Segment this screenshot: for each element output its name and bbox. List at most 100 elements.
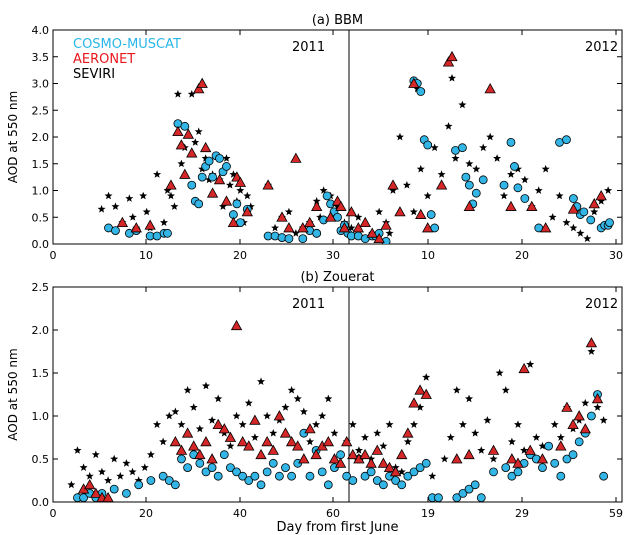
seviri-point bbox=[458, 420, 467, 428]
seviri-point bbox=[354, 213, 363, 221]
seviri-point bbox=[576, 229, 585, 237]
aeronet-point bbox=[402, 427, 414, 438]
model-point bbox=[262, 467, 272, 477]
seviri-point bbox=[532, 433, 541, 441]
model-point bbox=[426, 210, 436, 219]
aeronet-point bbox=[377, 457, 390, 468]
model-point bbox=[562, 454, 572, 464]
aeronet-point bbox=[573, 410, 585, 421]
model-point bbox=[415, 463, 425, 473]
aeronet-point bbox=[408, 397, 420, 408]
aeronet-point bbox=[304, 216, 316, 228]
panel-2: (b) Zouerat AOD at 550 nm 0.0 0.5 1.0 1.5 2.0 2… bbox=[6, 270, 623, 520]
seviri-point bbox=[160, 218, 168, 226]
seviri-point bbox=[125, 194, 134, 202]
model-point bbox=[501, 463, 511, 473]
seviri-point bbox=[165, 411, 174, 420]
x-tick-label: 20 bbox=[515, 249, 529, 262]
markers bbox=[67, 319, 609, 502]
seviri-point bbox=[396, 132, 404, 141]
aeronet-point bbox=[415, 208, 427, 219]
model-point bbox=[177, 454, 186, 464]
model-point bbox=[452, 493, 462, 502]
seviri-point bbox=[229, 170, 238, 178]
model-point bbox=[470, 480, 480, 490]
aeronet-point bbox=[359, 216, 371, 228]
model-point bbox=[568, 450, 578, 460]
aeronet-point bbox=[324, 211, 337, 222]
aeronet-point bbox=[340, 435, 353, 447]
seviri-point bbox=[333, 202, 342, 210]
aeronet-point bbox=[283, 222, 295, 233]
seviri-point bbox=[471, 429, 480, 437]
aeronet-point bbox=[585, 337, 598, 348]
seviri-point bbox=[526, 360, 535, 368]
model-point bbox=[222, 162, 231, 171]
x-tick-label: 10 bbox=[421, 249, 435, 262]
model-point bbox=[312, 228, 322, 238]
seviri-point bbox=[583, 234, 592, 242]
seviri-point bbox=[319, 186, 328, 194]
model-point bbox=[284, 234, 294, 244]
aeronet-point bbox=[175, 444, 188, 455]
aeronet-point bbox=[442, 56, 455, 67]
seviri-point bbox=[597, 197, 606, 205]
model-point bbox=[372, 476, 382, 485]
seviri-point bbox=[250, 433, 259, 441]
aeronet-point bbox=[188, 440, 200, 451]
aeronet-point bbox=[206, 453, 218, 464]
seviri-point bbox=[402, 181, 411, 189]
aeronet-point bbox=[199, 141, 212, 153]
seviri-point bbox=[142, 207, 151, 216]
seviri-point bbox=[446, 433, 455, 441]
model-point bbox=[298, 234, 308, 244]
y-tick-label: 1.5 bbox=[32, 158, 50, 171]
model-point bbox=[164, 476, 174, 485]
model-point bbox=[360, 471, 370, 481]
model-point bbox=[397, 480, 407, 490]
aeronet-point bbox=[506, 453, 518, 464]
aeronet-point bbox=[311, 200, 323, 211]
x-tick-label: 29 bbox=[515, 507, 529, 520]
model-point bbox=[146, 476, 156, 485]
aeronet-point bbox=[261, 435, 273, 447]
model-point bbox=[281, 463, 290, 473]
model-point bbox=[207, 463, 217, 473]
seviri-point bbox=[465, 159, 474, 168]
seviri-point bbox=[458, 100, 467, 109]
x-tick-label: 20 bbox=[139, 507, 153, 520]
aeronet-point bbox=[359, 448, 371, 460]
seviri-point bbox=[440, 454, 449, 463]
aeronet-point bbox=[181, 427, 194, 438]
seviri-point bbox=[562, 218, 571, 226]
model-point bbox=[232, 199, 242, 209]
seviri-point bbox=[472, 164, 481, 173]
y-axis-label: AOD at 550 nm bbox=[6, 91, 20, 183]
aeronet-point bbox=[212, 418, 224, 430]
seviri-point bbox=[555, 191, 564, 200]
aeronet-point bbox=[435, 179, 448, 190]
model-point bbox=[187, 180, 197, 190]
seviri-point bbox=[385, 229, 394, 237]
aeronet-point bbox=[352, 222, 364, 233]
seviri-point bbox=[550, 420, 559, 428]
seviri-point bbox=[232, 411, 241, 420]
y-tick-label: 3.0 bbox=[32, 78, 50, 91]
x-tick-label: 59 bbox=[609, 507, 623, 520]
model-point bbox=[409, 467, 419, 477]
aeronet-point bbox=[366, 227, 378, 238]
y-tick-label: 0.0 bbox=[32, 238, 50, 251]
year-label: 2011 bbox=[292, 40, 325, 55]
model-point bbox=[506, 137, 516, 147]
seviri-point bbox=[183, 386, 192, 394]
model-point bbox=[556, 471, 566, 481]
model-point bbox=[305, 471, 315, 481]
aeronet-point bbox=[518, 362, 530, 374]
model-point bbox=[458, 143, 467, 153]
aeronet-point bbox=[200, 435, 212, 447]
aeronet-point bbox=[484, 83, 496, 94]
model-point bbox=[180, 121, 190, 131]
seviri-point bbox=[97, 205, 106, 213]
model-point bbox=[109, 484, 119, 494]
model-point bbox=[569, 194, 578, 203]
